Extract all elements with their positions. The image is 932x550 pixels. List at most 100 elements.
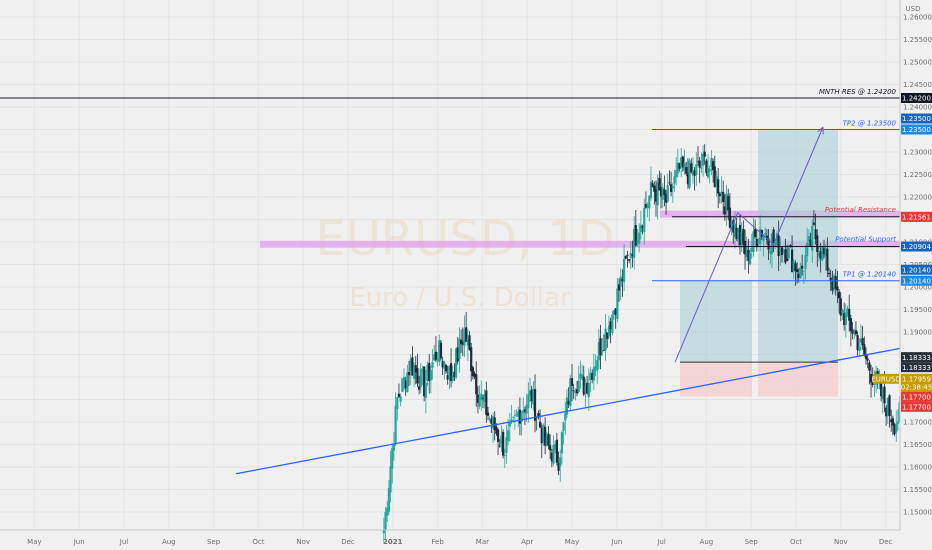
candle-body	[738, 224, 742, 246]
time-axis[interactable]: May Jun Jul Aug Sep Oct Nov Dec 2021 Feb Mar Apr May…	[0, 529, 900, 546]
candle-body	[748, 252, 752, 265]
candle-body	[693, 170, 696, 176]
candle-body	[764, 233, 767, 235]
price-axis[interactable]: USD 1.15000 1.15500 1.16000 1.16500 1.17000 1…	[899, 0, 932, 550]
candle-body	[542, 425, 545, 441]
candle-body	[700, 167, 703, 169]
candle-body	[503, 455, 506, 457]
candle-body	[463, 329, 466, 346]
stop-tag-a	[901, 391, 932, 402]
watermark-description: Euro / U.S. Dollar	[349, 283, 571, 313]
candle-body	[712, 161, 715, 171]
time-tick-label: Nov	[296, 538, 310, 546]
stop-tag-a-text: 1.17700	[902, 393, 931, 401]
candle-body	[717, 179, 720, 194]
time-tick-label: Sep	[207, 538, 221, 546]
candle-body	[458, 338, 461, 359]
candle-body	[421, 370, 424, 372]
candle-body	[485, 390, 488, 415]
candle-body	[538, 421, 542, 428]
candle-body	[641, 226, 644, 228]
candle-body	[416, 368, 419, 384]
candle-body	[705, 160, 708, 174]
candle-body	[604, 328, 607, 351]
time-tick-label: Mar	[476, 538, 489, 546]
candle-body	[698, 160, 701, 168]
monthly-resistance-label: MNTH RES @ 1.24200	[819, 88, 897, 96]
candle-body	[602, 349, 606, 351]
price-tick-label: 1.24500	[903, 81, 932, 89]
candle-body	[806, 242, 809, 257]
price-tick-label: 1.16000	[903, 464, 932, 472]
candle-body	[868, 362, 871, 371]
candle-body	[569, 378, 572, 406]
support-zone	[260, 240, 900, 248]
candle-body	[708, 168, 711, 172]
candle-body	[495, 426, 498, 434]
ascending-trendline[interactable]	[235, 347, 904, 475]
candle-body	[670, 184, 673, 192]
price-tick-label: 1.25000	[903, 59, 932, 67]
candle-body	[703, 151, 706, 157]
candle-body	[409, 358, 412, 372]
candle-body	[844, 312, 847, 325]
candle-body	[473, 373, 476, 378]
candle-body	[532, 388, 535, 405]
candle-body	[737, 229, 740, 242]
time-tick-label: Feb	[431, 538, 444, 546]
candle-body	[601, 350, 604, 353]
candle-body	[389, 466, 392, 493]
candle-body	[512, 416, 515, 418]
candle-body	[733, 223, 737, 237]
candle-body	[856, 335, 859, 351]
candle-body	[433, 354, 436, 361]
candle-body	[871, 382, 874, 385]
candle-body	[636, 240, 639, 244]
candle-body	[740, 232, 743, 243]
candle-body	[453, 371, 456, 378]
candle-body	[839, 298, 842, 316]
time-tick-label: Nov	[834, 538, 848, 546]
candle-body	[725, 193, 728, 212]
candle-body	[827, 273, 831, 275]
candle-body	[777, 235, 780, 257]
candle-body	[849, 318, 852, 331]
candle-body	[418, 386, 421, 390]
candle-body	[774, 241, 777, 247]
candle-body	[638, 232, 641, 244]
candle-body	[466, 339, 469, 346]
candle-body	[869, 374, 873, 383]
candle-body	[883, 386, 886, 404]
candle-body	[706, 167, 710, 178]
candle-body	[386, 507, 389, 516]
candle-body	[785, 258, 789, 262]
candle-body	[470, 347, 473, 372]
candle-body	[690, 163, 693, 173]
candle-body	[478, 396, 481, 407]
tp1-loss-zone	[680, 362, 752, 397]
tp1-tag-a-text: 1.20140	[902, 266, 931, 274]
tp1-tag-b-text: 1.20140	[902, 277, 931, 285]
candle-body	[559, 457, 562, 467]
candle-body	[676, 162, 679, 174]
candle-body	[722, 191, 725, 202]
time-tick-label: Oct	[252, 538, 264, 546]
mnth-res-tag	[901, 93, 932, 103]
candle-body	[891, 418, 894, 426]
candle-body	[399, 396, 402, 402]
candle-body	[549, 445, 552, 451]
candle-body	[565, 397, 569, 415]
candle-body	[423, 366, 426, 397]
tp2-tag-a-text: 1.23500	[902, 115, 931, 123]
candle-body	[631, 254, 634, 256]
candle-body	[673, 176, 676, 184]
candle-body	[574, 390, 577, 393]
candle-body	[419, 368, 422, 388]
time-tick-label: Oct	[790, 538, 802, 546]
candle-body	[735, 227, 738, 240]
candle-body	[654, 189, 658, 202]
price-tags: 1.24200 1.23500 1.23500 1.21561 1.20904 1.201…	[871, 93, 932, 412]
candle-body	[713, 166, 716, 188]
candle-body	[720, 191, 723, 194]
